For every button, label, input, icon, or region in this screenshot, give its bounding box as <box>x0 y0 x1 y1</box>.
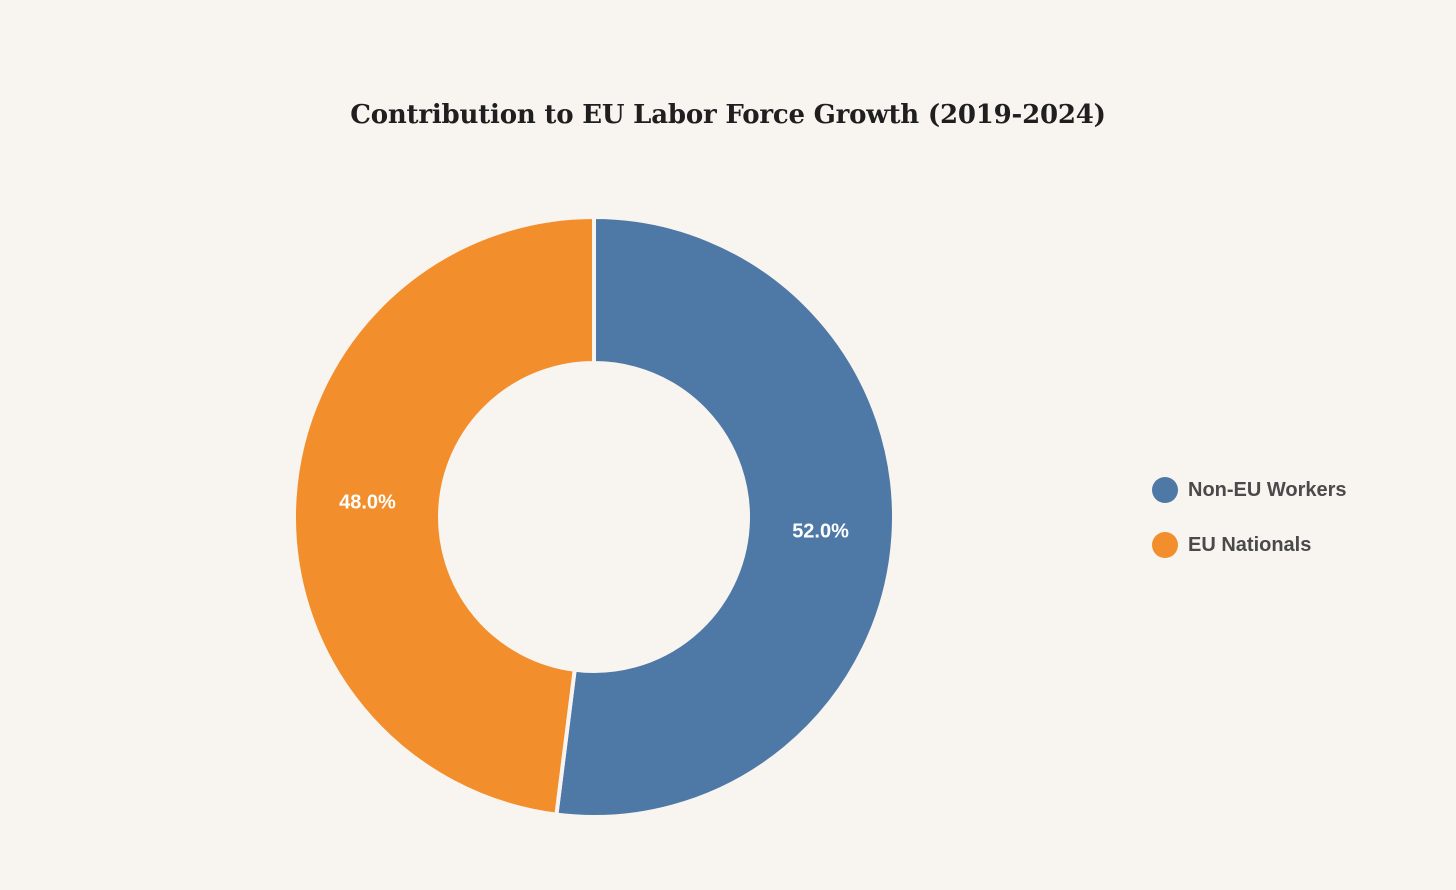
legend-label-eu-nationals: EU Nationals <box>1188 533 1312 556</box>
donut-slices <box>292 214 896 819</box>
legend-swatch-eu-nationals <box>1152 532 1178 558</box>
slice-label-non-eu-workers: 52.0% <box>792 520 849 542</box>
slice-label-eu-nationals: 48.0% <box>339 492 396 514</box>
legend-label-non-eu-workers: Non-EU Workers <box>1188 478 1347 501</box>
chart-title: Contribution to EU Labor Force Growth (2… <box>350 100 1106 130</box>
legend-swatch-non-eu-workers <box>1152 477 1178 503</box>
legend: Non-EU Workers EU Nationals <box>1152 474 1347 584</box>
slice-eu-nationals[interactable] <box>292 214 596 817</box>
donut-slice-labels: 52.0% 48.0% <box>339 492 849 543</box>
legend-item-eu-nationals[interactable]: EU Nationals <box>1152 529 1347 561</box>
legend-item-non-eu-workers[interactable]: Non-EU Workers <box>1152 474 1347 506</box>
slice-non-eu-workers[interactable] <box>554 214 896 819</box>
